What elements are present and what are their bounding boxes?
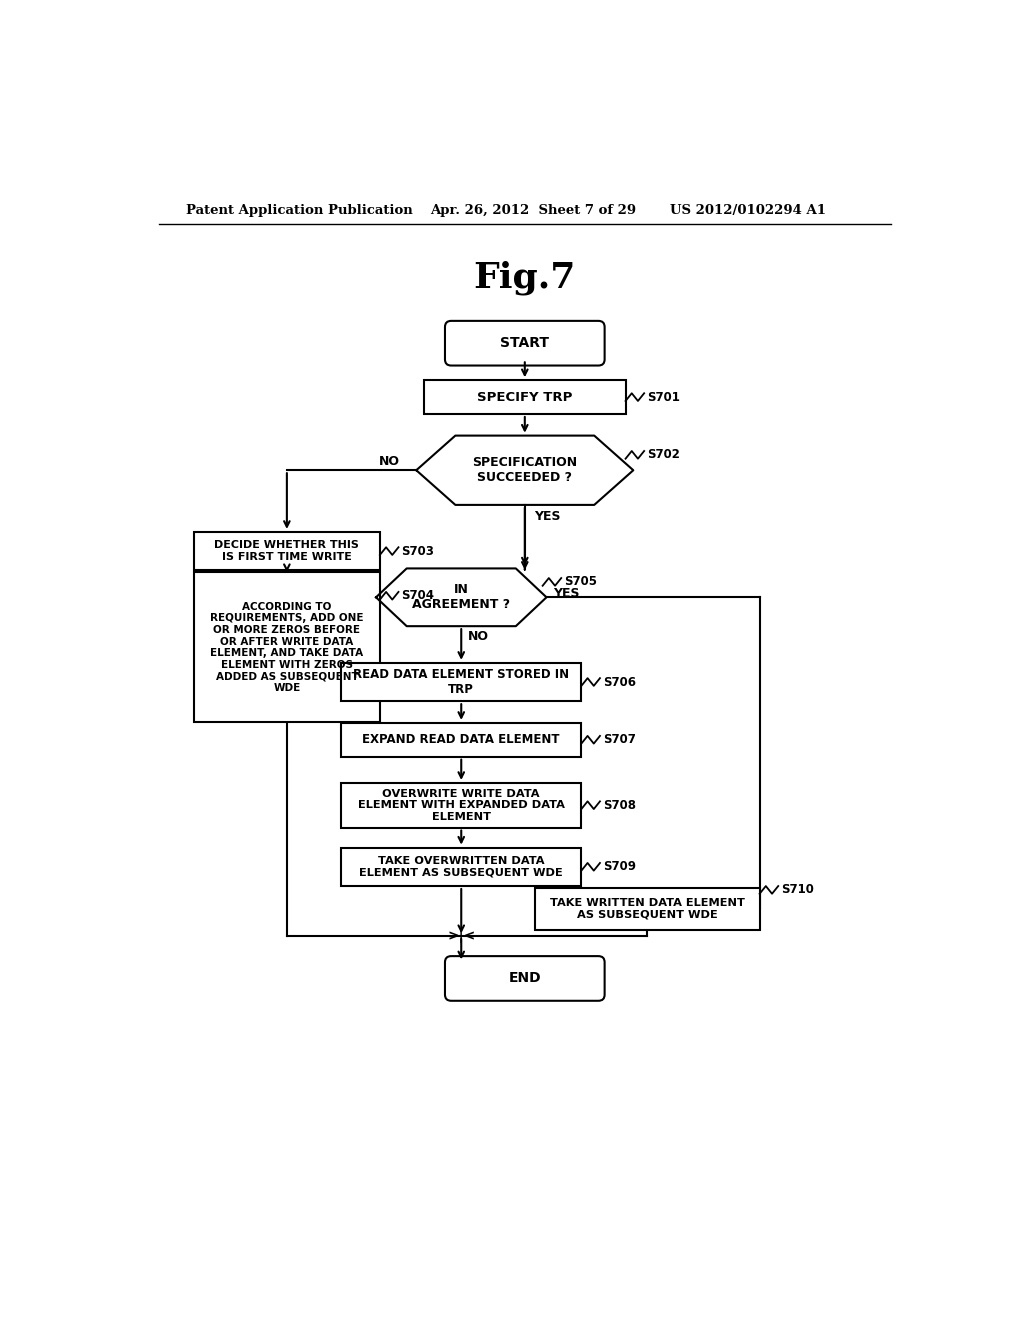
FancyBboxPatch shape (445, 956, 604, 1001)
Text: TAKE WRITTEN DATA ELEMENT
AS SUBSEQUENT WDE: TAKE WRITTEN DATA ELEMENT AS SUBSEQUENT … (550, 899, 744, 920)
Bar (341, 723, 582, 756)
Text: US 2012/0102294 A1: US 2012/0102294 A1 (671, 205, 826, 218)
Text: S701: S701 (647, 391, 680, 404)
Text: S707: S707 (603, 733, 636, 746)
Bar (535, 888, 760, 931)
Text: IN
AGREEMENT ?: IN AGREEMENT ? (413, 583, 510, 611)
Text: START: START (501, 337, 549, 350)
Polygon shape (417, 436, 633, 506)
Text: S706: S706 (603, 676, 636, 689)
Text: ACCORDING TO
REQUIREMENTS, ADD ONE
OR MORE ZEROS BEFORE
OR AFTER WRITE DATA
ELEM: ACCORDING TO REQUIREMENTS, ADD ONE OR MO… (210, 602, 364, 693)
Bar (194, 532, 380, 570)
Text: S710: S710 (781, 883, 814, 896)
Polygon shape (376, 569, 547, 626)
Text: S705: S705 (564, 576, 597, 589)
Text: END: END (509, 972, 541, 986)
Text: READ DATA ELEMENT STORED IN
TRP: READ DATA ELEMENT STORED IN TRP (353, 668, 569, 696)
Text: YES: YES (535, 510, 560, 523)
Text: NO: NO (379, 454, 399, 467)
Text: >|<: >|< (447, 929, 475, 942)
FancyBboxPatch shape (445, 321, 604, 366)
Text: Fig.7: Fig.7 (474, 260, 575, 294)
Text: TAKE OVERWRITTEN DATA
ELEMENT AS SUBSEQUENT WDE: TAKE OVERWRITTEN DATA ELEMENT AS SUBSEQU… (359, 855, 563, 878)
Text: S702: S702 (647, 449, 680, 462)
Text: S709: S709 (603, 861, 636, 874)
Text: OVERWRITE WRITE DATA
ELEMENT WITH EXPANDED DATA
ELEMENT: OVERWRITE WRITE DATA ELEMENT WITH EXPAND… (357, 788, 564, 822)
Bar (194, 573, 380, 722)
Text: S703: S703 (401, 545, 434, 557)
Text: Patent Application Publication: Patent Application Publication (186, 205, 413, 218)
Text: Apr. 26, 2012  Sheet 7 of 29: Apr. 26, 2012 Sheet 7 of 29 (430, 205, 636, 218)
Text: SPECIFY TRP: SPECIFY TRP (477, 391, 572, 404)
Text: YES: YES (553, 587, 580, 601)
Bar (341, 783, 582, 828)
Text: NO: NO (467, 631, 488, 643)
Text: S708: S708 (603, 799, 636, 812)
Text: EXPAND READ DATA ELEMENT: EXPAND READ DATA ELEMENT (362, 733, 560, 746)
Bar (341, 847, 582, 886)
Text: SPECIFICATION
SUCCEEDED ?: SPECIFICATION SUCCEEDED ? (472, 457, 578, 484)
Bar (424, 380, 626, 414)
Bar (341, 663, 582, 701)
Text: S704: S704 (401, 589, 434, 602)
Text: DECIDE WHETHER THIS
IS FIRST TIME WRITE: DECIDE WHETHER THIS IS FIRST TIME WRITE (214, 540, 359, 562)
